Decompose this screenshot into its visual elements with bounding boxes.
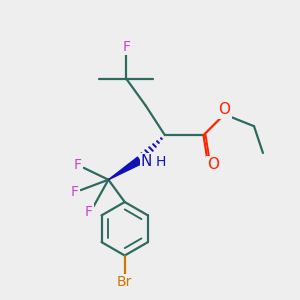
Text: N: N — [141, 154, 152, 169]
Text: F: F — [85, 205, 93, 218]
Text: F: F — [74, 158, 82, 172]
Text: O: O — [218, 102, 230, 117]
Text: Br: Br — [117, 275, 132, 289]
Text: F: F — [71, 184, 79, 199]
Text: F: F — [123, 40, 131, 54]
Polygon shape — [108, 157, 142, 180]
Text: O: O — [207, 158, 219, 172]
Text: H: H — [156, 155, 166, 170]
